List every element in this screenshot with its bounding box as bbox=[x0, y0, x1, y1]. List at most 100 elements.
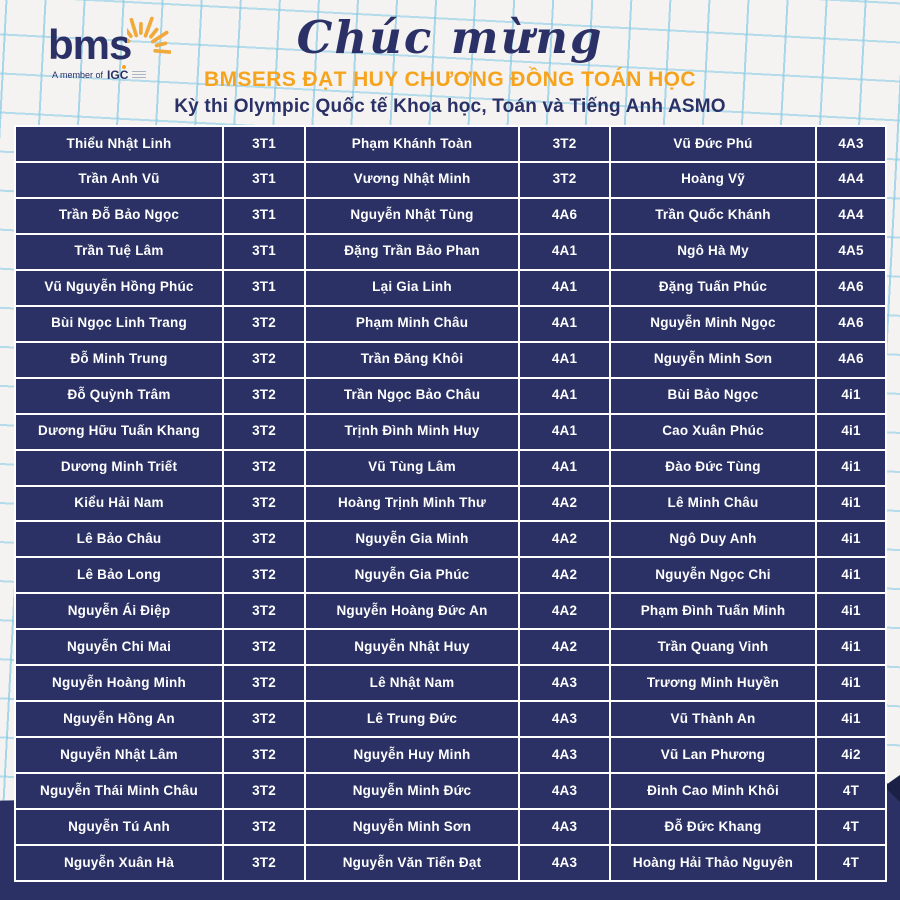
student-name-cell: Phạm Đình Tuấn Minh bbox=[611, 594, 815, 629]
class-cell: 3T2 bbox=[224, 702, 304, 737]
igc-logo: IGC bbox=[107, 65, 129, 82]
class-cell: 4i2 bbox=[817, 738, 885, 773]
class-cell: 4A3 bbox=[520, 846, 609, 880]
student-name-cell: Phạm Khánh Toàn bbox=[306, 127, 518, 161]
student-name-cell: Vũ Thành An bbox=[611, 702, 815, 737]
student-name-cell: Nguyễn Hoàng Đức An bbox=[306, 594, 518, 629]
class-cell: 4A3 bbox=[520, 738, 609, 773]
student-name-cell: Vũ Nguyễn Hồng Phúc bbox=[16, 270, 222, 305]
class-cell: 4i1 bbox=[817, 630, 885, 665]
class-cell: 4A4 bbox=[817, 198, 885, 233]
student-name-cell: Đặng Tuấn Phúc bbox=[611, 270, 815, 305]
student-name-cell: Kiểu Hải Nam bbox=[16, 486, 222, 521]
student-name-cell: Nguyễn Minh Sơn bbox=[611, 342, 815, 377]
class-cell: 3T2 bbox=[520, 162, 609, 197]
class-cell: 3T2 bbox=[224, 666, 304, 701]
results-table: Thiểu Nhật Linh 3T1 Phạm Khánh Toàn 3T2 Vũ Đ… bbox=[14, 125, 887, 882]
student-name-cell: Hoàng Vỹ bbox=[611, 162, 815, 197]
student-name-cell: Vũ Tùng Lâm bbox=[306, 450, 518, 485]
class-cell: 4A3 bbox=[520, 774, 609, 809]
student-name-cell: Thiểu Nhật Linh bbox=[16, 127, 222, 161]
class-cell: 3T2 bbox=[224, 306, 304, 341]
class-cell: 4A1 bbox=[520, 450, 609, 485]
student-name-cell: Nguyễn Thái Minh Châu bbox=[16, 774, 222, 809]
class-cell: 3T2 bbox=[224, 594, 304, 629]
class-cell: 4T bbox=[817, 774, 885, 809]
student-name-cell: Nguyễn Nhật Lâm bbox=[16, 738, 222, 773]
class-cell: 4A1 bbox=[520, 270, 609, 305]
class-cell: 4i1 bbox=[817, 702, 885, 737]
student-name-cell: Trần Tuệ Lâm bbox=[16, 234, 222, 269]
class-cell: 3T1 bbox=[224, 270, 304, 305]
student-name-cell: Trần Đỗ Bảo Ngọc bbox=[16, 198, 222, 233]
student-name-cell: Lê Bảo Châu bbox=[16, 522, 222, 557]
class-cell: 3T2 bbox=[520, 127, 609, 161]
student-name-cell: Trần Quốc Khánh bbox=[611, 198, 815, 233]
student-name-cell: Vương Nhật Minh bbox=[306, 162, 518, 197]
class-cell: 4A4 bbox=[817, 162, 885, 197]
student-name-cell: Nguyễn Nhật Huy bbox=[306, 630, 518, 665]
class-cell: 4A6 bbox=[817, 342, 885, 377]
student-name-cell: Đào Đức Tùng bbox=[611, 450, 815, 485]
subtitle: Kỳ thi Olympic Quốc tế Khoa học, Toán và… bbox=[174, 96, 726, 118]
student-name-cell: Lê Minh Châu bbox=[611, 486, 815, 521]
class-cell: 4A3 bbox=[817, 127, 885, 161]
class-cell: 3T2 bbox=[224, 738, 304, 773]
student-name-cell: Nguyễn Minh Ngọc bbox=[611, 306, 815, 341]
class-cell: 3T2 bbox=[224, 558, 304, 593]
class-cell: 4A2 bbox=[520, 522, 609, 557]
student-name-cell: Nguyễn Minh Sơn bbox=[306, 810, 518, 845]
class-cell: 4A1 bbox=[520, 414, 609, 449]
igc-tagline-lines bbox=[132, 70, 147, 80]
member-of-text: A member of bbox=[52, 70, 104, 80]
student-name-cell: Trần Quang Vinh bbox=[611, 630, 815, 665]
class-cell: 4A3 bbox=[520, 810, 609, 845]
student-name-cell: Hoàng Trịnh Minh Thư bbox=[306, 486, 518, 521]
class-cell: 4A1 bbox=[520, 234, 609, 269]
class-cell: 4A2 bbox=[520, 558, 609, 593]
student-name-cell: Đỗ Đức Khang bbox=[611, 810, 815, 845]
class-cell: 3T2 bbox=[224, 846, 304, 880]
class-cell: 4i1 bbox=[817, 486, 885, 521]
student-name-cell: Đặng Trần Bảo Phan bbox=[306, 234, 518, 269]
student-name-cell: Trần Ngọc Bảo Châu bbox=[306, 378, 518, 413]
student-name-cell: Nguyễn Nhật Tùng bbox=[306, 198, 518, 233]
class-cell: 4A6 bbox=[817, 270, 885, 305]
class-cell: 4i1 bbox=[817, 414, 885, 449]
student-name-cell: Bùi Ngọc Linh Trang bbox=[16, 306, 222, 341]
class-cell: 4T bbox=[817, 810, 885, 845]
sun-rays-icon bbox=[127, 16, 172, 54]
student-name-cell: Vũ Đức Phú bbox=[611, 127, 815, 161]
student-name-cell: Nguyễn Hồng An bbox=[16, 702, 222, 737]
class-cell: 4i1 bbox=[817, 378, 885, 413]
student-name-cell: Lê Trung Đức bbox=[306, 702, 518, 737]
student-name-cell: Ngô Duy Anh bbox=[611, 522, 815, 557]
class-cell: 3T2 bbox=[224, 450, 304, 485]
class-cell: 4A5 bbox=[817, 234, 885, 269]
class-cell: 4A1 bbox=[520, 378, 609, 413]
class-cell: 4i1 bbox=[817, 666, 885, 701]
student-name-cell: Nguyễn Hoàng Minh bbox=[16, 666, 222, 701]
student-name-cell: Lê Nhật Nam bbox=[306, 666, 518, 701]
student-name-cell: Đinh Cao Minh Khôi bbox=[611, 774, 815, 809]
class-cell: 3T2 bbox=[224, 414, 304, 449]
class-cell: 4A2 bbox=[520, 486, 609, 521]
student-name-cell: Trần Anh Vũ bbox=[16, 162, 222, 197]
student-name-cell: Vũ Lan Phương bbox=[611, 738, 815, 773]
student-name-cell: Nguyễn Huy Minh bbox=[306, 738, 518, 773]
student-name-cell: Dương Minh Triết bbox=[16, 450, 222, 485]
student-name-cell: Nguyễn Gia Minh bbox=[306, 522, 518, 557]
student-name-cell: Lê Bảo Long bbox=[16, 558, 222, 593]
class-cell: 4i1 bbox=[817, 450, 885, 485]
student-name-cell: Cao Xuân Phúc bbox=[611, 414, 815, 449]
main-title: BMSERS ĐẠT HUY CHƯƠNG ĐỒNG TOÁN HỌC bbox=[204, 68, 696, 92]
class-cell: 3T1 bbox=[224, 234, 304, 269]
student-name-cell: Nguyễn Ái Điệp bbox=[16, 594, 222, 629]
student-name-cell: Hoàng Hải Thảo Nguyên bbox=[611, 846, 815, 880]
class-cell: 3T2 bbox=[224, 486, 304, 521]
class-cell: 3T1 bbox=[224, 127, 304, 161]
student-name-cell: Đỗ Quỳnh Trâm bbox=[16, 378, 222, 413]
class-cell: 4i1 bbox=[817, 558, 885, 593]
student-name-cell: Trần Đăng Khôi bbox=[306, 342, 518, 377]
